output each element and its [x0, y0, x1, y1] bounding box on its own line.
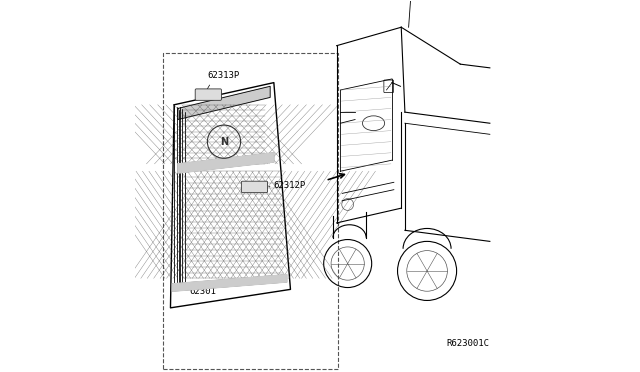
Text: 62313P: 62313P	[207, 71, 239, 80]
Bar	[163, 53, 339, 369]
Text: R623001C: R623001C	[447, 340, 490, 349]
Polygon shape	[178, 153, 274, 173]
Polygon shape	[172, 275, 287, 291]
Text: 62312P: 62312P	[274, 182, 306, 190]
Text: N: N	[220, 137, 228, 147]
FancyBboxPatch shape	[241, 181, 268, 193]
Text: 62301: 62301	[189, 287, 216, 296]
FancyBboxPatch shape	[195, 89, 221, 100]
Polygon shape	[178, 86, 270, 119]
